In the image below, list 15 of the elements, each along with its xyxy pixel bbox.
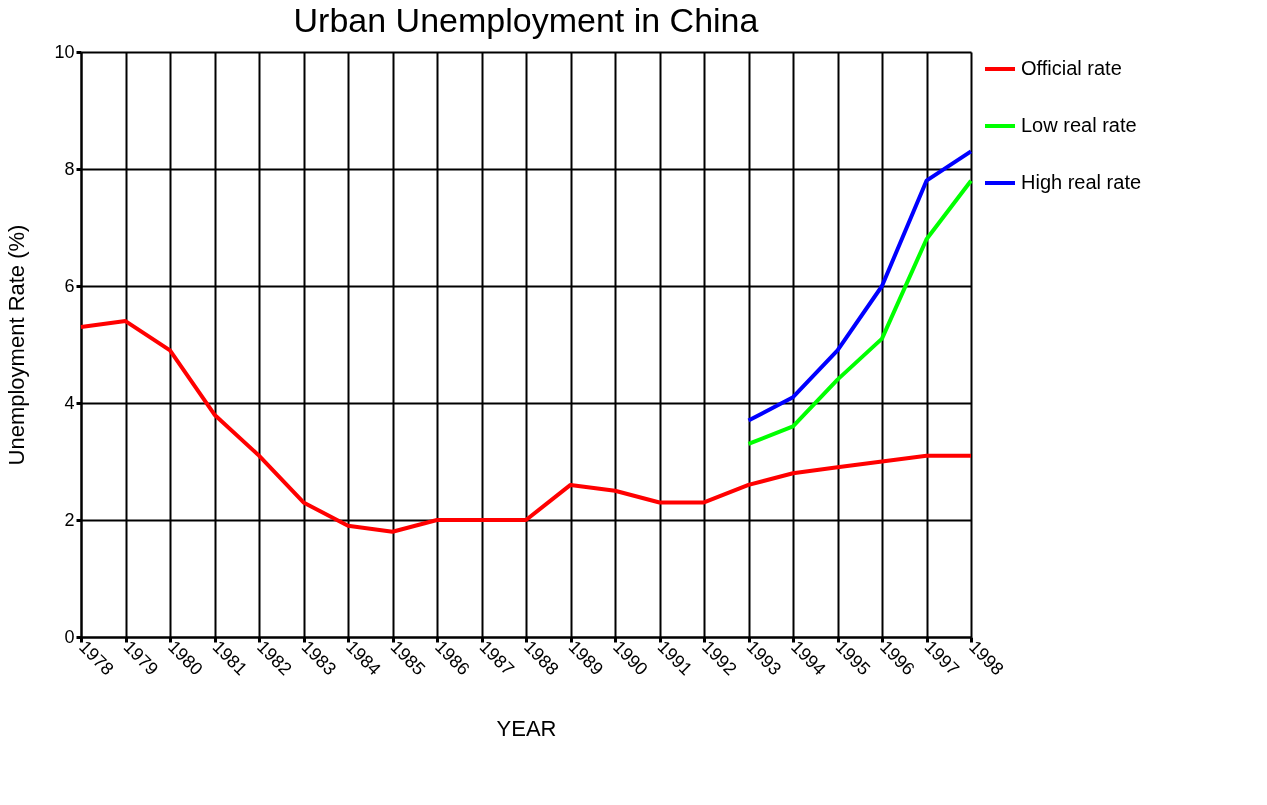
line-series xyxy=(79,319,973,534)
y-tick-label: 0 xyxy=(64,626,75,647)
line-series xyxy=(746,149,973,423)
chart-title: Urban Unemployment in China xyxy=(293,1,759,39)
x-axis-title: YEAR xyxy=(496,716,557,742)
y-tick-label: 8 xyxy=(64,158,75,179)
y-tick-label: 6 xyxy=(64,275,75,296)
y-tick-label: 2 xyxy=(64,509,75,530)
line-series xyxy=(746,178,973,446)
legend-label: Official rate xyxy=(1021,57,1122,79)
y-tick-label: 4 xyxy=(64,392,75,413)
y-axis-title: Unemployment Rate (%) xyxy=(4,224,30,466)
y-tick-label: 10 xyxy=(54,41,75,62)
legend-label: Low real rate xyxy=(1021,114,1137,136)
legend-label: High real rate xyxy=(1021,171,1142,193)
